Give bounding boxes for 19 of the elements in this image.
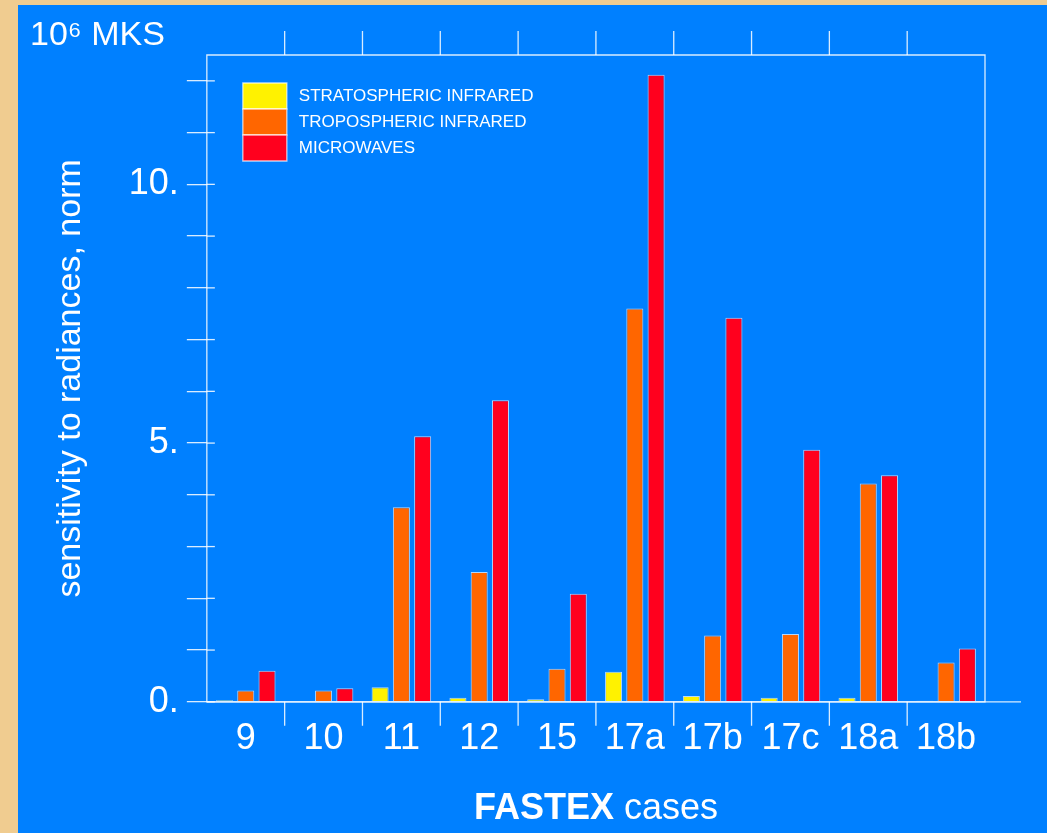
x-tick-label: 12 <box>459 716 500 758</box>
text: 10⁶ MKS <box>30 14 165 52</box>
x-tick-label: 9 <box>235 716 256 758</box>
x-tick-label: 17a <box>604 716 666 758</box>
y-tick-label: 0. <box>148 678 179 720</box>
x-tick-label: 17c <box>761 716 820 758</box>
x-tick-label: 10 <box>303 716 344 758</box>
x-tick-label: 11 <box>382 716 421 758</box>
x-tick-label: 17b <box>682 716 743 758</box>
y-axis-title: sensitivity to radiances, norm <box>48 159 87 598</box>
y-tick-label: 5. <box>148 420 179 461</box>
legend-label: MICROWAVES <box>298 137 416 157</box>
legend-label: TROPOSPHERIC INFRARED <box>298 111 527 131</box>
x-axis-title: FASTEX cases <box>473 786 718 827</box>
x-tick-label: 18b <box>916 716 977 758</box>
legend-label: STRATOSPHERIC INFRARED <box>298 85 534 105</box>
x-tick-label: 18a <box>838 716 900 758</box>
x-tick-label: 15 <box>536 716 578 758</box>
y-tick-label: 10. <box>128 161 179 203</box>
